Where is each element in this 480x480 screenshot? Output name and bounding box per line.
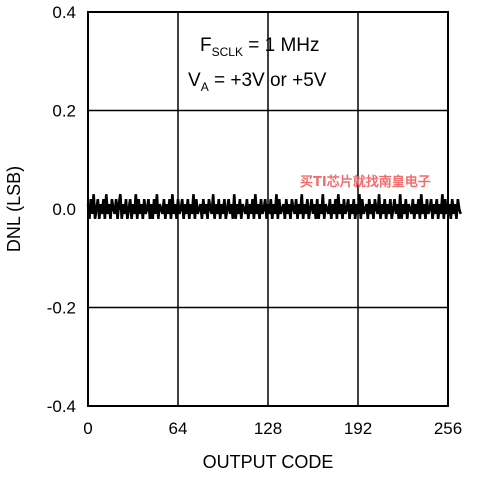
tick-labels: 0 64 128 192 256 0.4 0.2 0.0 -0.2 -0.4	[47, 3, 462, 438]
annotation-fsclk-rest: = 1 MHz	[243, 35, 320, 56]
dnl-line	[86, 194, 462, 220]
annotation-va-rest: = +3V or +5V	[209, 70, 327, 91]
dnl-series	[86, 194, 462, 220]
x-tick-label: 128	[254, 419, 282, 438]
y-axis-title: DNL (LSB)	[4, 166, 24, 252]
x-tick-label: 0	[83, 419, 92, 438]
y-tick-label: 0.2	[52, 102, 76, 121]
annotation-fsclk-main: F	[200, 35, 212, 56]
y-tick-label: 0.4	[52, 3, 76, 22]
annotation-va: VA = +3V or +5V	[188, 70, 327, 94]
y-tick-label: -0.4	[47, 397, 76, 416]
x-tick-label: 256	[434, 419, 462, 438]
watermark: 买TI芯片就找南皇电子	[300, 174, 431, 190]
y-tick-label: 0.0	[52, 200, 76, 219]
annotation-fsclk-sub: SCLK	[212, 45, 243, 59]
annotation-va-main: V	[188, 70, 201, 91]
annotation-fsclk: FSCLK = 1 MHz	[200, 35, 320, 59]
x-tick-label: 64	[169, 419, 188, 438]
x-tick-label: 192	[344, 419, 372, 438]
y-tick-label: -0.2	[47, 299, 76, 318]
annotation-va-sub: A	[201, 80, 209, 94]
x-axis-title: OUTPUT CODE	[203, 452, 334, 472]
